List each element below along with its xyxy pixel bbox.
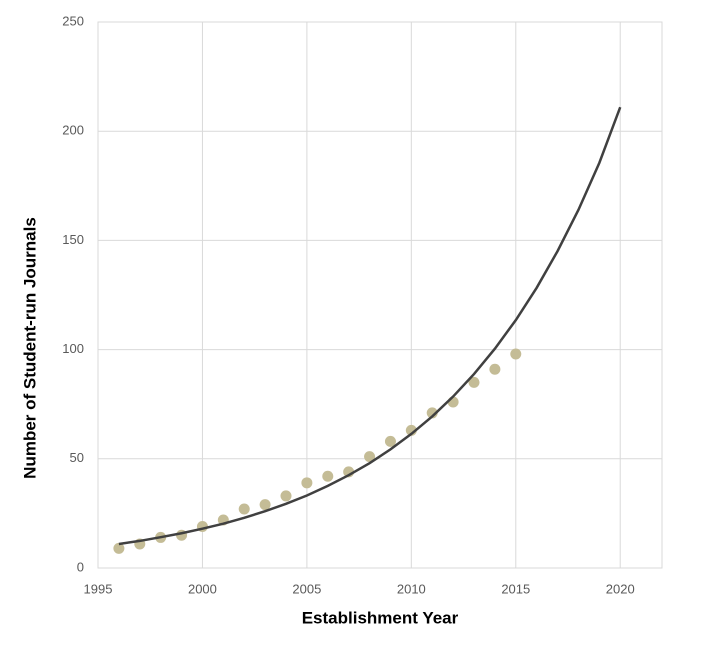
- point: [322, 470, 334, 482]
- point: [364, 451, 376, 463]
- point: [301, 477, 313, 489]
- y-tick-label: 100: [62, 341, 84, 356]
- x-tick-label: 2020: [606, 581, 635, 596]
- x-tick-label: 1995: [84, 581, 113, 596]
- x-tick-label: 2005: [292, 581, 321, 596]
- point: [113, 542, 125, 554]
- x-tick-label: 2015: [501, 581, 530, 596]
- x-tick-label: 2000: [188, 581, 217, 596]
- point: [510, 348, 522, 360]
- x-tick-label: 2010: [397, 581, 426, 596]
- plot-area: [97, 21, 663, 569]
- y-tick-label: 150: [62, 232, 84, 247]
- trend-line: [118, 106, 622, 546]
- x-axis-title: Establishment Year: [302, 608, 459, 627]
- point: [468, 376, 480, 388]
- point: [489, 363, 501, 375]
- point: [384, 435, 396, 447]
- point: [259, 499, 271, 511]
- y-tick-label: 0: [77, 559, 84, 574]
- point: [280, 490, 292, 502]
- y-tick-label: 50: [70, 450, 84, 465]
- point: [426, 407, 438, 419]
- y-tick-label: 250: [62, 13, 84, 28]
- y-tick-label: 200: [62, 123, 84, 138]
- point: [238, 503, 250, 515]
- y-axis-title: Number of Student-run Journals: [20, 217, 39, 479]
